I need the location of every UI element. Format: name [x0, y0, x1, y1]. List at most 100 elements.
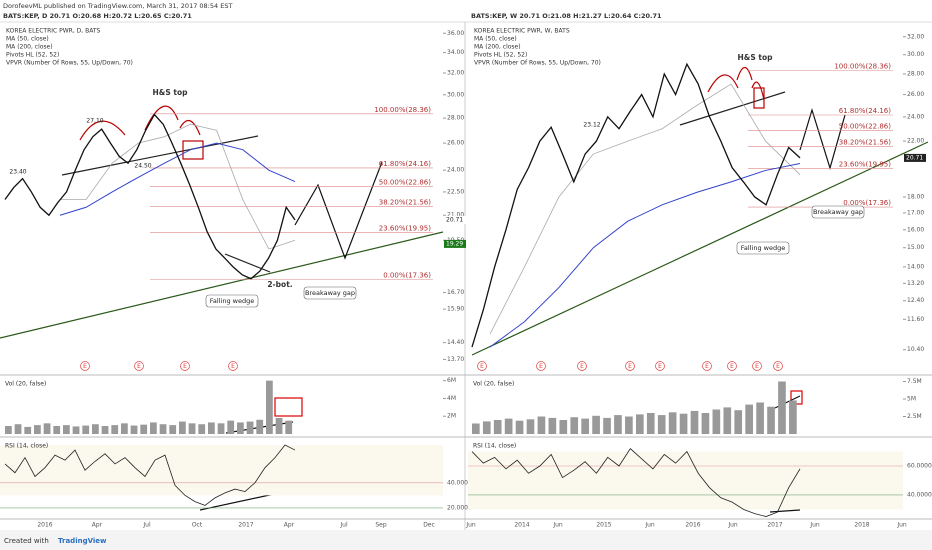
legend-item: VPVR (Number Of Rows, 55, Up/Down, 70) — [6, 60, 133, 67]
annotation: 2-bot. — [267, 280, 292, 289]
volume-bar — [712, 409, 721, 434]
y-tick-label: 60.0000 — [907, 463, 932, 470]
fib-label: 50.00%(22.86) — [839, 122, 891, 130]
volume-bar — [789, 400, 797, 434]
y-tick-label: 30.00 — [447, 91, 464, 98]
volume-bar — [559, 420, 568, 434]
volume-bar — [101, 426, 109, 434]
drawings — [0, 66, 929, 513]
neckline — [61, 135, 259, 176]
ma50-line — [489, 83, 801, 335]
event-label: E — [83, 363, 87, 370]
fib-label: 38.20%(21.56) — [839, 139, 891, 147]
volume-bar — [614, 415, 622, 434]
projection-arrow — [799, 107, 846, 171]
volume-bar — [275, 418, 283, 434]
rsi-band — [0, 445, 443, 496]
time-label: 2016 — [37, 522, 52, 529]
volume-bar — [734, 410, 743, 434]
volume-bar — [482, 421, 491, 434]
projection-arrow — [294, 161, 383, 260]
event-marker — [180, 361, 190, 371]
rsi-arrow — [769, 509, 801, 513]
y-tick-label: 13.20 — [907, 280, 924, 287]
volume-bar — [504, 418, 513, 434]
y-tick-label: 24.00 — [447, 167, 464, 174]
ohlc: BATS:KEP, W 20.71 O:21.08 H:21.27 L:20.6… — [471, 12, 662, 20]
volume-bar — [111, 425, 119, 434]
volume-bar — [745, 404, 753, 434]
time-label: 2018 — [854, 522, 869, 529]
y-tick-label: 4M — [447, 395, 456, 402]
event-marker — [477, 361, 487, 371]
event-label: E — [480, 363, 484, 370]
annotation-box — [205, 294, 259, 308]
time-label: Jun — [552, 522, 563, 529]
legend-item: Pivots HL (52, 52) — [6, 52, 59, 59]
volume-bar — [5, 426, 12, 434]
y-tick-label: 36.00 — [447, 30, 464, 37]
volume-bar — [690, 410, 699, 434]
fib-label: 23.60%(19.95) — [379, 225, 431, 233]
legend-item: KOREA ELECTRIC PWR, D, BATS — [6, 28, 101, 35]
time-label: Jun — [896, 522, 907, 529]
volume-bar — [668, 412, 677, 434]
y-tick-label: 2M — [447, 413, 456, 420]
y-tick-label: 13.70 — [447, 356, 464, 363]
annotation-box — [303, 286, 357, 300]
y-tick-label: 21.00 — [447, 212, 464, 219]
event-label: E — [628, 363, 632, 370]
event-label: E — [580, 363, 584, 370]
volume-bar — [130, 425, 138, 434]
annotation: 23.40 — [9, 169, 26, 176]
legend-item: KOREA ELECTRIC PWR, W, BATS — [474, 28, 570, 35]
event-label: E — [183, 363, 187, 370]
volume-bar — [92, 424, 99, 434]
volume-bar — [636, 414, 644, 434]
volume-bar — [778, 381, 786, 434]
price-tag — [444, 239, 466, 248]
volume-bar — [266, 380, 273, 434]
ohlc: BATS:KEP, D 20.71 O:20.68 H:20.72 L:20.6… — [3, 12, 192, 20]
legend-item: MA (200, close) — [474, 44, 521, 51]
volume-bar — [169, 425, 177, 434]
annotation: Falling wedge — [741, 244, 785, 252]
pane-title: Vol (20, false) — [473, 381, 514, 388]
annotation-box — [736, 241, 790, 255]
footer-bar — [0, 530, 932, 550]
hs-arcs — [707, 66, 765, 101]
ma200-line — [489, 162, 801, 348]
y-tick-label: 26.00 — [907, 91, 924, 98]
y-tick-label: 24.00 — [907, 113, 924, 120]
y-tick-label: 20.0000 — [447, 504, 472, 511]
annotation: H&S top — [738, 53, 774, 62]
y-tick-label: 40.0000 — [907, 491, 932, 498]
y-tick-label: 28.00 — [907, 70, 924, 77]
volume-bar — [515, 420, 524, 434]
fib-label: 38.20%(21.56) — [379, 198, 431, 206]
volume-bar — [34, 425, 41, 434]
legend-item: MA (200, close) — [6, 44, 53, 51]
y-tick-label: 17.00 — [907, 209, 924, 216]
y-tick-label: 18.00 — [907, 193, 924, 200]
event-marker — [228, 361, 238, 371]
volume-bar — [767, 406, 775, 434]
gap-box — [753, 87, 765, 109]
event-marker — [577, 361, 587, 371]
y-tick-label: 26.00 — [447, 140, 464, 147]
legend-item: MA (50, close) — [474, 36, 517, 43]
volume-bar — [237, 422, 244, 434]
footer-brand[interactable]: TradingView — [58, 537, 107, 545]
volume-bar — [43, 423, 51, 434]
y-tick-label: 14.40 — [447, 339, 464, 346]
annotation-box — [811, 205, 865, 219]
event-marker — [625, 361, 635, 371]
annotation: 23.12 — [583, 122, 600, 129]
time-label: Dec — [423, 522, 435, 529]
price-tag — [904, 153, 926, 162]
volume-bar — [63, 425, 70, 434]
hs-arcs — [79, 105, 201, 141]
volume-bar — [570, 417, 579, 434]
y-tick-label: 5M — [907, 396, 916, 403]
legend-item: MA (50, close) — [6, 36, 49, 43]
